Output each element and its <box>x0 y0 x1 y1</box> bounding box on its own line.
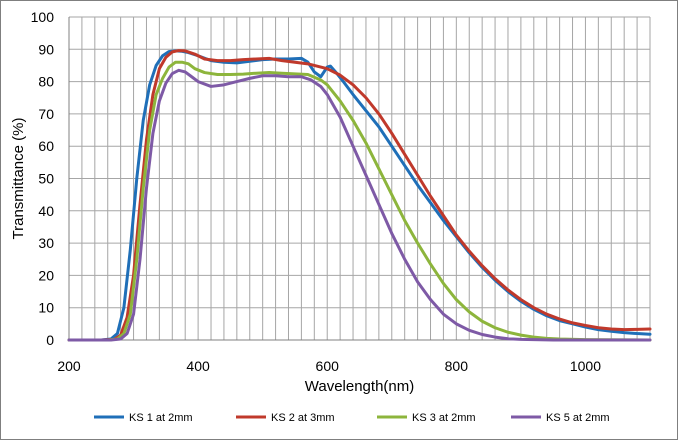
series-line-4 <box>67 68 652 342</box>
y-tick-label: 40 <box>38 203 54 219</box>
x-tick-label: 600 <box>316 358 340 374</box>
legend-item: KS 2 at 3mm <box>236 412 335 424</box>
y-tick-label: 20 <box>38 267 54 283</box>
legend-item: KS 5 at 2mm <box>511 412 610 424</box>
x-tick-label: 1000 <box>570 358 601 374</box>
series-line-3 <box>67 60 652 342</box>
x-tick-label: 200 <box>57 358 81 374</box>
y-tick-label: 100 <box>31 9 55 25</box>
x-axis-title: Wavelength(nm) <box>305 378 414 395</box>
legend-label: KS 5 at 2mm <box>546 412 610 424</box>
legend-label: KS 1 at 2mm <box>129 412 193 424</box>
x-tick-label: 400 <box>186 358 210 374</box>
y-tick-label: 0 <box>46 332 54 348</box>
series-layer <box>67 49 652 342</box>
y-tick-label: 30 <box>38 235 54 251</box>
y-tick-label: 60 <box>38 138 54 154</box>
y-tick-label: 70 <box>38 106 54 122</box>
y-tick-label: 10 <box>38 300 54 316</box>
x-tick-label: 800 <box>445 358 469 374</box>
legend: KS 1 at 2mm KS 2 at 3mm KS 3 at 2mm KS 5 at… <box>94 412 610 424</box>
legend-item: KS 1 at 2mm <box>94 412 193 424</box>
y-tick-label: 90 <box>38 41 54 57</box>
legend-label: KS 2 at 3mm <box>271 412 335 424</box>
y-tick-label: 80 <box>38 74 54 90</box>
legend-label: KS 3 at 2mm <box>412 412 476 424</box>
y-tick-label: 50 <box>38 171 54 187</box>
y-axis-title: Transmittance (%) <box>10 118 27 240</box>
tick-labels: 200 400 600 800 1000 0 10 20 30 40 50 60 70 80 90 100 <box>31 9 602 374</box>
series-line-2 <box>67 49 652 342</box>
legend-item: KS 3 at 2mm <box>377 412 476 424</box>
